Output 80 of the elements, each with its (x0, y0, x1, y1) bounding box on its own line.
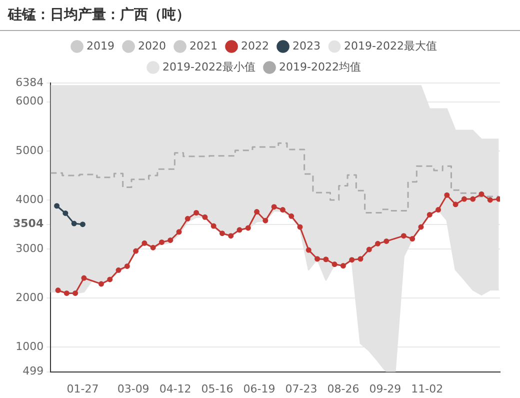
point (280, 207, 286, 213)
point (297, 224, 303, 230)
point (426, 212, 432, 218)
point (133, 248, 139, 254)
point (245, 225, 251, 231)
y-tick-label: 3504 (12, 217, 44, 230)
point (478, 191, 484, 197)
legend-label: 2021 (190, 39, 218, 52)
x-tick-label: 01-27 (66, 382, 99, 396)
point (314, 256, 320, 262)
point (176, 229, 182, 235)
point (194, 210, 200, 216)
point (142, 240, 148, 246)
point (254, 209, 260, 215)
y-tick-label: 6384 (16, 76, 44, 89)
x-tick-label: 06-19 (243, 382, 276, 396)
point (219, 230, 225, 236)
y-tick-label: 499 (22, 364, 44, 378)
point (150, 244, 156, 250)
point (452, 202, 458, 208)
legend-label: 2022 (241, 39, 270, 52)
x-tick-label: 07-23 (285, 382, 318, 396)
point (418, 224, 424, 230)
y-tick-label: 6000 (16, 94, 44, 108)
point (80, 222, 86, 228)
point (444, 192, 450, 198)
legend-label: 2019-2022最大值 (344, 39, 437, 52)
point (202, 214, 208, 220)
point (306, 247, 312, 253)
y-tick-label: 2000 (16, 291, 44, 304)
point (64, 290, 70, 296)
x-tick-label: 11-02 (411, 382, 444, 396)
point (470, 196, 476, 202)
point (124, 263, 130, 269)
x-tick-label: 05-16 (201, 382, 234, 396)
point (107, 276, 113, 282)
point (54, 203, 60, 209)
chart-title: 硅锰：日均产量：广西（吨） (0, 0, 520, 31)
point (184, 216, 190, 222)
legend-label: 2019-2022最小值 (162, 60, 256, 74)
point (358, 256, 364, 262)
point (323, 256, 329, 262)
point (375, 240, 381, 246)
point (236, 227, 242, 233)
point (262, 218, 268, 224)
y-tick-label: 4000 (16, 192, 44, 206)
y-tick-label: 1000 (16, 340, 44, 354)
point (210, 223, 216, 229)
point (271, 204, 277, 210)
y-tick-label: 5000 (16, 144, 44, 157)
point (340, 263, 346, 268)
x-tick-label: 03-09 (117, 382, 150, 396)
point (55, 288, 61, 294)
point (349, 257, 355, 263)
point (436, 207, 442, 213)
point (384, 238, 390, 244)
legend-label: 2023 (292, 39, 321, 52)
point (72, 290, 78, 296)
y-tick-label: 3000 (16, 242, 44, 255)
point (98, 281, 104, 287)
x-tick-label: 08-26 (327, 382, 360, 396)
point (487, 197, 493, 203)
point (81, 275, 87, 281)
x-tick-label: 04-12 (159, 382, 192, 396)
point (158, 239, 164, 245)
point (116, 267, 122, 273)
point (366, 246, 372, 252)
point (461, 196, 467, 202)
legend-label: 2020 (138, 39, 166, 52)
x-tick-label: 09-29 (369, 382, 402, 396)
point (168, 237, 174, 243)
legend-label: 2019-2022均值 (279, 60, 361, 74)
point (288, 213, 294, 219)
point (410, 236, 416, 242)
legend-label: 2019 (86, 39, 115, 52)
point (71, 220, 77, 226)
point (332, 262, 338, 268)
point (228, 233, 234, 239)
point (400, 233, 406, 239)
point (62, 210, 68, 216)
